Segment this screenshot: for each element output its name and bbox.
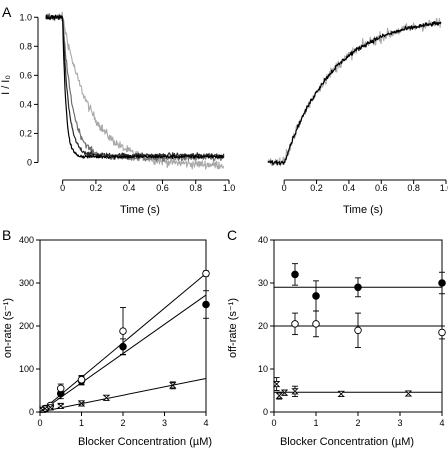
x-tick-label: 1.0 [440,183,448,193]
x-tick-label: 1 [313,418,318,428]
panel-c-letter: C [227,227,237,243]
x-tick-label: 0.6 [156,183,169,193]
y-tick-label: 0.4 [19,99,32,109]
x-tick-label: 0 [60,183,65,193]
x-tick-label: 2 [120,418,125,428]
data-point-open [291,320,299,328]
x-tick-label: 0.2 [310,183,323,193]
x-tick-label: 0 [271,418,276,428]
trace-light-grey-noisy [45,11,225,170]
y-tick-label: 20 [258,321,268,331]
panel-a-right-plot: 0 0.2 0.4 0.6 0.8 1.0 Time (s) [267,17,448,216]
panel-a-left-plot: 0 0.2 0.4 0.6 0.8 1.000.20.40.60.81.0 I / I₀ … [0,11,236,216]
panel-a-right-xlabel: Time (s) [343,204,383,216]
data-point-hourglass [77,400,86,407]
panel-a-letter: A [2,4,12,20]
y-tick-label: 10 [258,364,268,374]
data-point-hourglass [46,404,55,411]
data-point-hourglass [57,402,65,410]
y-tick-label: 0.8 [19,41,32,51]
panel-a-left-xlabel: Time (s) [120,204,160,216]
x-tick-label: 1.0 [223,183,236,193]
data-point-hourglass [275,392,283,399]
data-point-hourglass [102,394,111,401]
data-point-open [119,327,127,335]
data-point-hourglass [169,382,177,389]
data-point-filled [354,283,362,292]
x-tick-label: 3 [397,418,402,428]
panel-b-ylabel: on-rate (s⁻¹) [2,298,14,358]
x-tick-label: 0.6 [375,183,388,193]
data-point-hourglass [404,390,413,397]
y-tick-label: 100 [19,364,34,374]
data-point-hourglass [337,390,345,397]
trace-black [45,14,225,159]
y-tick-label: 200 [19,321,34,331]
data-point-filled [291,270,299,279]
x-tick-label: 3 [162,418,167,428]
data-point-open [57,384,65,393]
data-point-filled [312,292,320,300]
trace-dark [45,14,225,159]
data-point-hourglass [41,405,49,412]
x-tick-label: 0 [282,183,287,193]
x-tick-label: 0.2 [90,183,103,193]
data-point-open [77,376,86,384]
data-point-hourglass [280,389,289,396]
y-tick-label: 0 [29,407,34,417]
panel-b-xlabel: Blocker Concentration (µM) [78,436,212,448]
panel-a-ylabel: I / I₀ [0,75,12,95]
data-point-filled [438,279,446,287]
fit-line [39,377,207,413]
x-tick-label: 0.8 [189,183,202,193]
data-point-open [312,320,320,328]
data-point-hourglass [291,388,299,395]
panel-c-xlabel: Blocker Concentration (µM) [280,436,414,448]
y-tick-label: 0 [263,407,268,417]
trace-black [267,21,442,166]
y-tick-label: 0.6 [19,70,32,80]
panel-b-plot: 0 1 2 3 4 0 100 200 300 400 on-rate (s⁻¹) Blocker… [2,235,212,448]
x-tick-label: 1 [79,418,84,428]
x-tick-label: 2 [355,418,360,428]
data-point-filled [202,300,210,309]
x-tick-label: 4 [439,418,444,428]
data-point-open [354,326,362,335]
panel-b-letter: B [2,227,11,243]
data-point-hourglass [272,381,281,388]
y-tick-label: 0.2 [19,128,32,138]
y-tick-label: 30 [258,278,268,288]
y-tick-label: 40 [258,235,268,245]
panel-c-ylabel: off-rate (s⁻¹) [227,298,239,358]
y-tick-label: 0 [27,157,32,167]
x-tick-label: 4 [203,418,208,428]
data-point-open [202,269,210,278]
x-tick-label: 0.4 [123,183,136,193]
x-tick-label: 0.8 [407,183,420,193]
x-tick-label: 0.4 [343,183,356,193]
y-tick-label: 300 [19,278,34,288]
trace-mid-grey [45,13,225,162]
y-tick-label: 1.0 [19,12,32,22]
data-point-open [438,328,446,337]
y-tick-label: 400 [19,235,34,245]
x-tick-label: 0 [37,418,42,428]
trace-light-grey-noisy [267,17,442,167]
